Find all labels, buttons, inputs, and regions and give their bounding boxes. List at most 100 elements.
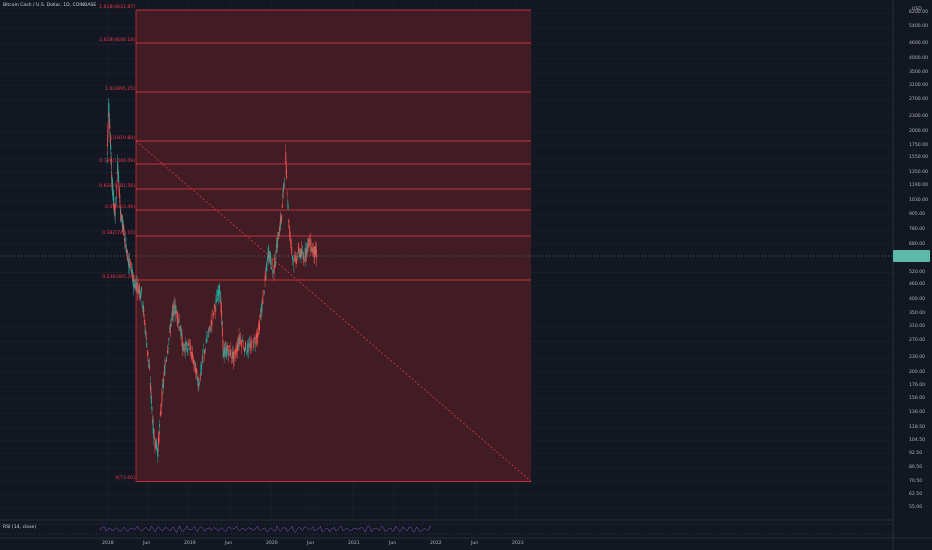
price-candle [199, 373, 201, 380]
price-axis-tick: 1190.00 [909, 182, 928, 188]
fib-level-label: 0(73.00) [115, 476, 135, 482]
price-candle [248, 343, 250, 346]
price-candle [112, 191, 114, 195]
price-candle [251, 342, 253, 344]
price-candle [166, 350, 168, 354]
price-candle [254, 337, 256, 339]
price-candle [150, 386, 152, 392]
price-candle [181, 332, 183, 335]
rsi-indicator-title[interactable]: RSI (14, close) [3, 525, 37, 530]
price-candle [119, 192, 121, 197]
price-candle [270, 267, 272, 270]
price-candle [302, 256, 304, 259]
price-candle [152, 420, 154, 433]
price-candle [272, 270, 274, 273]
price-candle [142, 305, 144, 309]
price-candle [293, 269, 295, 270]
price-candle [164, 363, 166, 365]
price-candle [168, 338, 170, 341]
price-candle [149, 367, 151, 370]
price-candle [165, 359, 167, 362]
price-candle [160, 409, 162, 415]
price-candle [284, 161, 286, 163]
price-candle [169, 326, 171, 333]
price-candle [186, 341, 188, 345]
price-axis-tick: 230.00 [909, 355, 926, 361]
price-candle [229, 350, 231, 357]
price-candle [268, 252, 270, 259]
price-axis-tick: 4000.00 [909, 55, 928, 61]
price-candle [110, 137, 112, 146]
price-candle [240, 339, 242, 344]
price-candle [261, 302, 263, 312]
price-candle [255, 334, 257, 344]
price-candle [263, 290, 265, 291]
price-candle [185, 342, 187, 351]
price-axis-tick: 62.50 [909, 491, 923, 497]
price-candle [254, 342, 256, 344]
price-candle [207, 335, 209, 338]
price-candle [133, 283, 135, 287]
price-candle [272, 270, 274, 272]
price-candle [231, 356, 233, 359]
price-candle [299, 252, 301, 257]
price-candle [177, 313, 179, 323]
price-candle [313, 246, 315, 258]
price-candle [180, 327, 182, 337]
price-candle [143, 319, 145, 323]
price-candle [192, 358, 194, 364]
price-candle [244, 348, 246, 353]
price-candle [157, 437, 159, 446]
price-candle [114, 212, 116, 216]
price-candle [197, 383, 199, 387]
price-candle [308, 238, 310, 242]
price-candle [250, 340, 252, 349]
price-candle [231, 351, 233, 359]
price-candle [128, 264, 130, 266]
price-candle [217, 290, 219, 296]
price-candle [123, 233, 125, 237]
price-candle [115, 196, 117, 207]
price-candle [147, 351, 149, 357]
price-candle [294, 255, 296, 260]
price-candle [118, 175, 120, 181]
price-candle [300, 249, 302, 259]
price-candle [201, 363, 203, 367]
time-axis-tick: 2019 [184, 541, 196, 546]
price-candle [154, 444, 156, 447]
price-candle [116, 188, 118, 190]
price-candle [242, 340, 244, 342]
price-candle [237, 344, 239, 349]
price-axis-tick: 1550.00 [909, 155, 928, 161]
price-candle [225, 348, 227, 349]
price-candle [304, 259, 306, 261]
price-candle [151, 406, 153, 411]
price-candle [304, 247, 306, 258]
price-candle [128, 258, 130, 263]
price-candle [230, 349, 232, 357]
price-axis-tick: 156.00 [909, 395, 926, 401]
price-axis-tick: 1030.00 [909, 198, 928, 204]
price-candle [296, 255, 298, 262]
price-candle [142, 304, 144, 312]
price-candle [277, 232, 279, 234]
price-axis-tick: 2000.00 [909, 128, 928, 134]
price-candle [220, 301, 222, 313]
price-candle [153, 435, 155, 439]
price-candle [134, 282, 136, 284]
price-candle [228, 345, 230, 347]
price-candle [270, 255, 272, 265]
price-axis-tick: 1350.00 [909, 169, 928, 175]
price-candle [292, 256, 294, 260]
price-candle [213, 313, 215, 317]
price-candle [285, 162, 287, 175]
price-candle [149, 383, 151, 385]
price-candle [215, 299, 217, 304]
price-candle [191, 352, 193, 355]
price-candle [295, 259, 297, 264]
price-candle [235, 352, 237, 356]
fib-level-label: 1(1819.80) [109, 136, 135, 141]
price-candle [234, 350, 236, 353]
price-candle [310, 239, 312, 252]
